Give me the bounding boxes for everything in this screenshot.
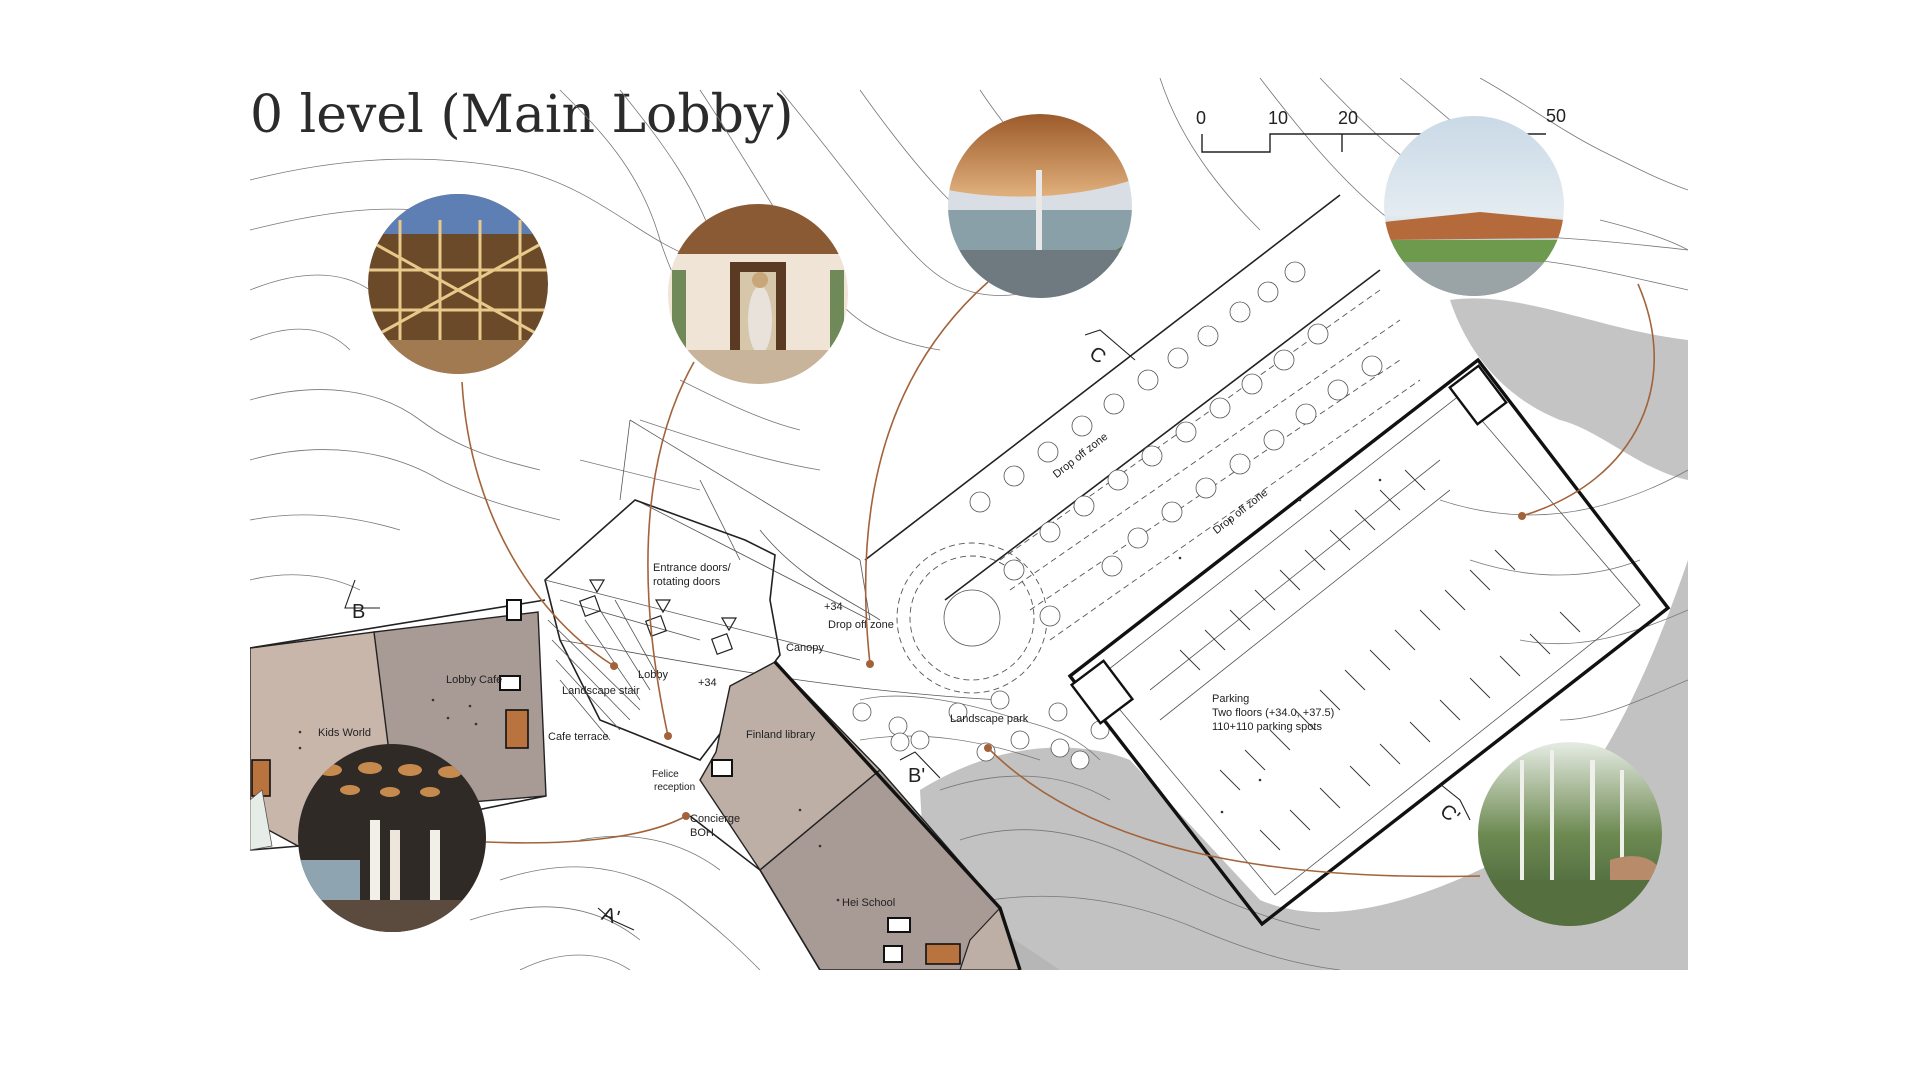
section-mark-b: B	[352, 601, 365, 623]
label-entrance-doors: Entrance doors/	[653, 562, 732, 574]
door-markers	[578, 579, 738, 656]
label-boh: BOH	[690, 827, 714, 839]
photo-atrium	[368, 194, 548, 374]
label-finland-library: Finland library	[746, 729, 816, 741]
label-parking: Parking	[1212, 693, 1249, 705]
section-mark-b-prime: B'	[908, 765, 925, 787]
label-hei-school: Hei School	[842, 897, 895, 909]
landscape-stair-lines	[547, 619, 641, 741]
leader-lines	[461, 281, 1655, 878]
photo-canopy	[948, 114, 1132, 298]
parking-core-2	[1448, 364, 1508, 426]
room-pale-left	[250, 789, 273, 851]
scale-tick-0: 0	[1196, 108, 1206, 128]
canopy-edge	[619, 419, 881, 621]
lobby-building	[544, 499, 861, 761]
scale-tick-20: 20	[1338, 108, 1358, 128]
section-markers	[344, 329, 1471, 931]
section-mark-a-prime: A'	[599, 903, 622, 929]
photo-library	[298, 744, 486, 932]
cores	[499, 599, 911, 963]
label-felice: Felice	[652, 769, 679, 780]
label-drop-off-canopy: Drop off zone	[828, 619, 894, 631]
interior-dots	[298, 478, 1382, 902]
label-concierge: Concierge	[690, 813, 740, 825]
label-kids-world: Kids World	[318, 727, 371, 739]
label-lobby: Lobby	[638, 669, 668, 681]
label-rotating-doors: rotating doors	[653, 576, 721, 588]
label-drop-off-upper: Drop off zone	[1051, 431, 1110, 481]
scale-tick-50: 50	[1546, 106, 1566, 126]
terrain-grey-right	[1450, 298, 1688, 480]
label-parking-spots: 110+110 parking spots	[1212, 721, 1322, 733]
road-outline	[864, 194, 1381, 601]
section-mark-c-prime: C'	[1436, 800, 1464, 829]
school-outer-wall	[773, 660, 1022, 970]
scale-tick-10: 10	[1268, 108, 1288, 128]
plaza-edge	[629, 419, 871, 621]
leader-dots	[610, 512, 1526, 820]
section-mark-c: C	[1085, 342, 1110, 368]
brown-blocks	[251, 709, 961, 965]
photo-forest	[1478, 742, 1662, 926]
parking-stalls	[1179, 469, 1581, 851]
label-parking-floors: Two floors (+34.0, +37.5)	[1212, 707, 1334, 719]
label-canopy: Canopy	[786, 642, 824, 654]
label-level-lobby: +34	[698, 677, 717, 689]
label-level-canopy: +34	[824, 601, 843, 613]
label-reception: reception	[654, 782, 695, 793]
trees	[852, 261, 1383, 770]
label-landscape-park: Landscape park	[950, 713, 1029, 725]
label-landscape-stair: Landscape stair	[562, 685, 640, 697]
photo-entrance	[668, 204, 848, 384]
photo-landscape	[1384, 116, 1564, 296]
page-title: 0 level (Main Lobby)	[250, 85, 794, 145]
label-lobby-cafe: Lobby Cafe	[446, 674, 502, 686]
label-cafe-terrace: Cafe terrace	[548, 731, 609, 743]
parking-core	[1069, 659, 1135, 725]
library-outer-wall	[689, 815, 821, 970]
roundabout	[896, 542, 1048, 694]
parking-building	[1067, 357, 1671, 927]
